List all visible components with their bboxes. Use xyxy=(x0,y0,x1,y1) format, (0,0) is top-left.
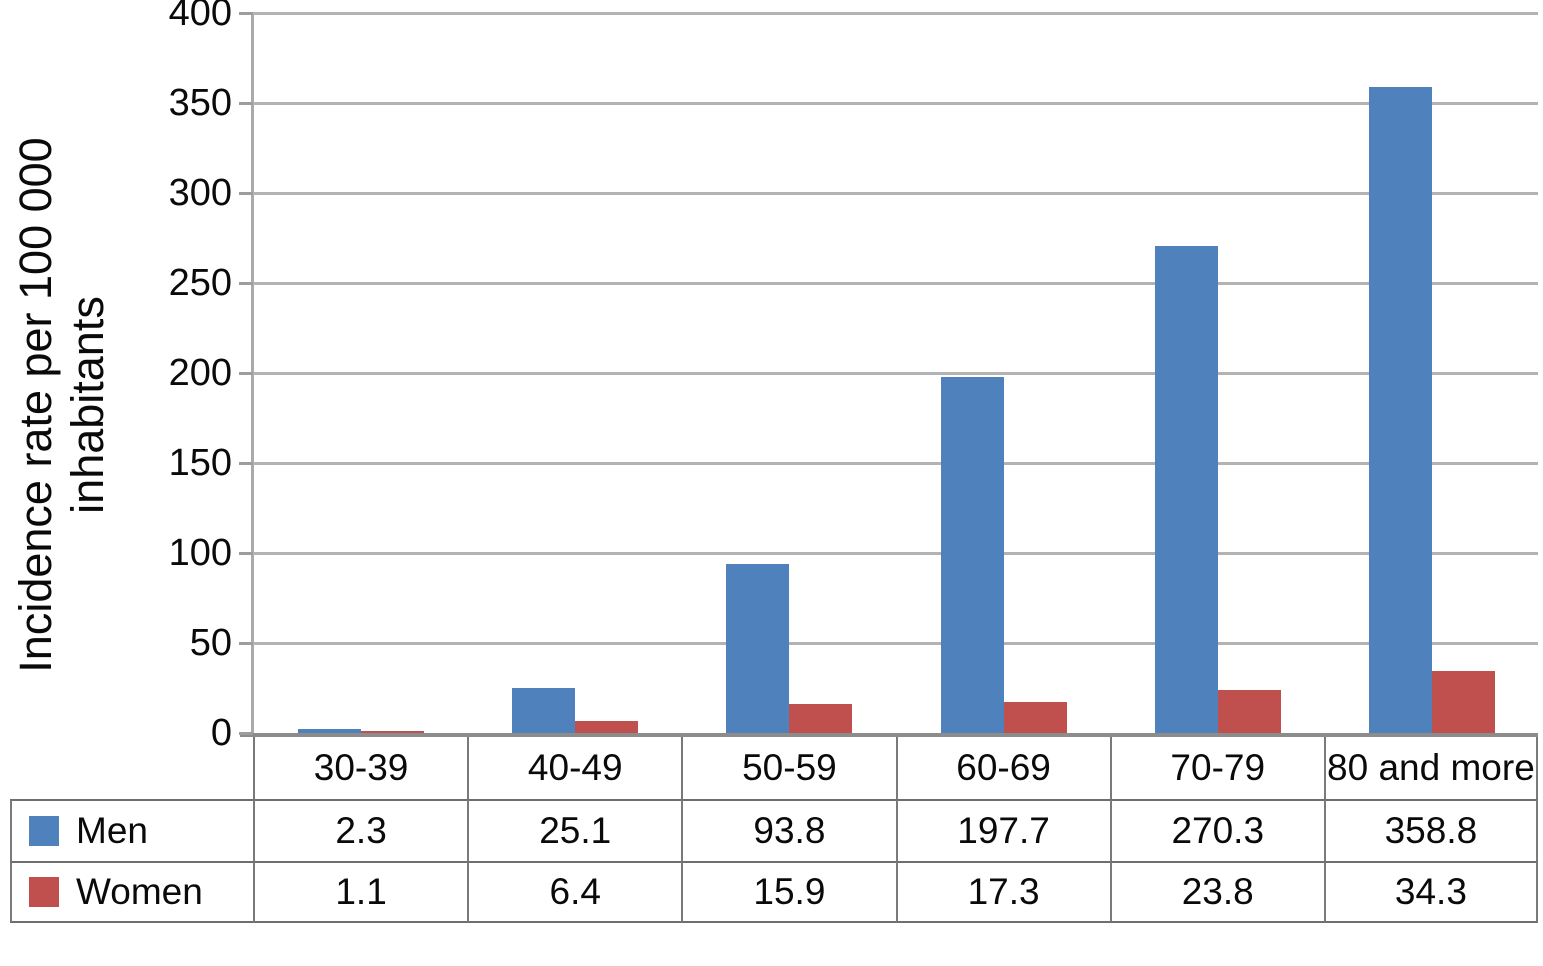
legend-label-men: Men xyxy=(76,810,148,851)
y-tick-label-400: 400 xyxy=(168,0,232,34)
y-tick-mark-300 xyxy=(239,191,253,195)
gridline-300 xyxy=(253,191,1538,195)
bar-women-40-49 xyxy=(575,721,639,733)
y-tick-label-300: 300 xyxy=(168,172,232,214)
category-cell-40-49: 40-49 xyxy=(467,737,681,799)
gridline-350 xyxy=(253,101,1538,105)
category-cell-70-79: 70-79 xyxy=(1109,737,1324,799)
gridline-50 xyxy=(253,641,1538,645)
y-tick-label-250: 250 xyxy=(168,262,232,304)
value-cell-women-30-39: 1.1 xyxy=(253,861,468,923)
y-tick-label-100: 100 xyxy=(168,532,232,574)
men-legend-swatch-icon xyxy=(29,816,59,846)
bar-men-60-69 xyxy=(940,377,1004,733)
y-axis-title-line-2: inhabitants xyxy=(62,296,113,514)
gridline-200 xyxy=(253,371,1538,375)
category-cell-30-39: 30-39 xyxy=(253,737,467,799)
y-tick-label-350: 350 xyxy=(168,82,232,124)
y-tick-mark-350 xyxy=(239,101,253,105)
value-cell-men-70-79: 270.3 xyxy=(1109,799,1324,861)
bar-women-60-69 xyxy=(1003,701,1067,733)
gridline-250 xyxy=(253,281,1538,285)
plot-area xyxy=(253,11,1538,733)
bar-men-80-and-more xyxy=(1368,87,1432,733)
legend-cell-women: Women xyxy=(10,861,253,923)
women-legend-swatch-icon xyxy=(29,877,59,907)
y-tick-label-50: 50 xyxy=(189,622,232,664)
value-cell-men-30-39: 2.3 xyxy=(253,799,468,861)
value-cell-men-40-49: 25.1 xyxy=(467,799,682,861)
bar-women-70-79 xyxy=(1217,690,1281,733)
value-cell-women-40-49: 6.4 xyxy=(467,861,682,923)
gridline-150 xyxy=(253,461,1538,465)
y-tick-mark-150 xyxy=(239,461,253,465)
legend-cell-men: Men xyxy=(10,799,253,861)
category-cell-50-59: 50-59 xyxy=(681,737,895,799)
y-tick-mark-250 xyxy=(239,281,253,285)
y-axis-title-line-1: Incidence rate per 100 000 xyxy=(9,137,61,673)
y-tick-label-200: 200 xyxy=(168,352,232,394)
value-cell-men-80-and-more: 358.8 xyxy=(1323,799,1538,861)
y-tick-mark-200 xyxy=(239,371,253,375)
y-tick-mark-100 xyxy=(239,551,253,555)
y-tick-mark-0 xyxy=(239,731,253,735)
bar-men-70-79 xyxy=(1154,246,1218,733)
y-axis-line xyxy=(251,13,254,737)
y-tick-label-0: 0 xyxy=(210,712,232,754)
value-cell-men-60-69: 197.7 xyxy=(895,799,1110,861)
bar-women-50-59 xyxy=(789,704,853,733)
data-table: 30-39 40-49 50-59 60-69 70-79 80 and more Men 2… xyxy=(10,737,1538,923)
legend-label-women: Women xyxy=(76,871,203,912)
y-axis-title: Incidence rate per 100 000 inhabitants xyxy=(10,137,114,672)
x-axis-baseline xyxy=(240,733,1538,737)
value-cell-women-50-59: 15.9 xyxy=(681,861,896,923)
category-cell-60-69: 60-69 xyxy=(895,737,1110,799)
y-tick-mark-50 xyxy=(239,641,253,645)
value-cell-women-60-69: 17.3 xyxy=(895,861,1110,923)
bar-men-30-39 xyxy=(298,728,361,733)
value-cell-men-50-59: 93.8 xyxy=(681,799,896,861)
gridline-400 xyxy=(253,11,1538,15)
value-cell-women-80-and-more: 34.3 xyxy=(1323,861,1538,923)
value-cell-women-70-79: 23.8 xyxy=(1109,861,1324,923)
category-cell-80-and-more: 80 and more xyxy=(1323,737,1538,799)
bar-women-80-and-more xyxy=(1431,671,1495,733)
bar-women-30-39 xyxy=(361,731,424,733)
bar-men-50-59 xyxy=(726,564,790,733)
gridline-100 xyxy=(253,551,1538,555)
y-tick-label-150: 150 xyxy=(168,442,232,484)
bar-men-40-49 xyxy=(512,687,576,733)
y-tick-mark-400 xyxy=(239,11,253,15)
